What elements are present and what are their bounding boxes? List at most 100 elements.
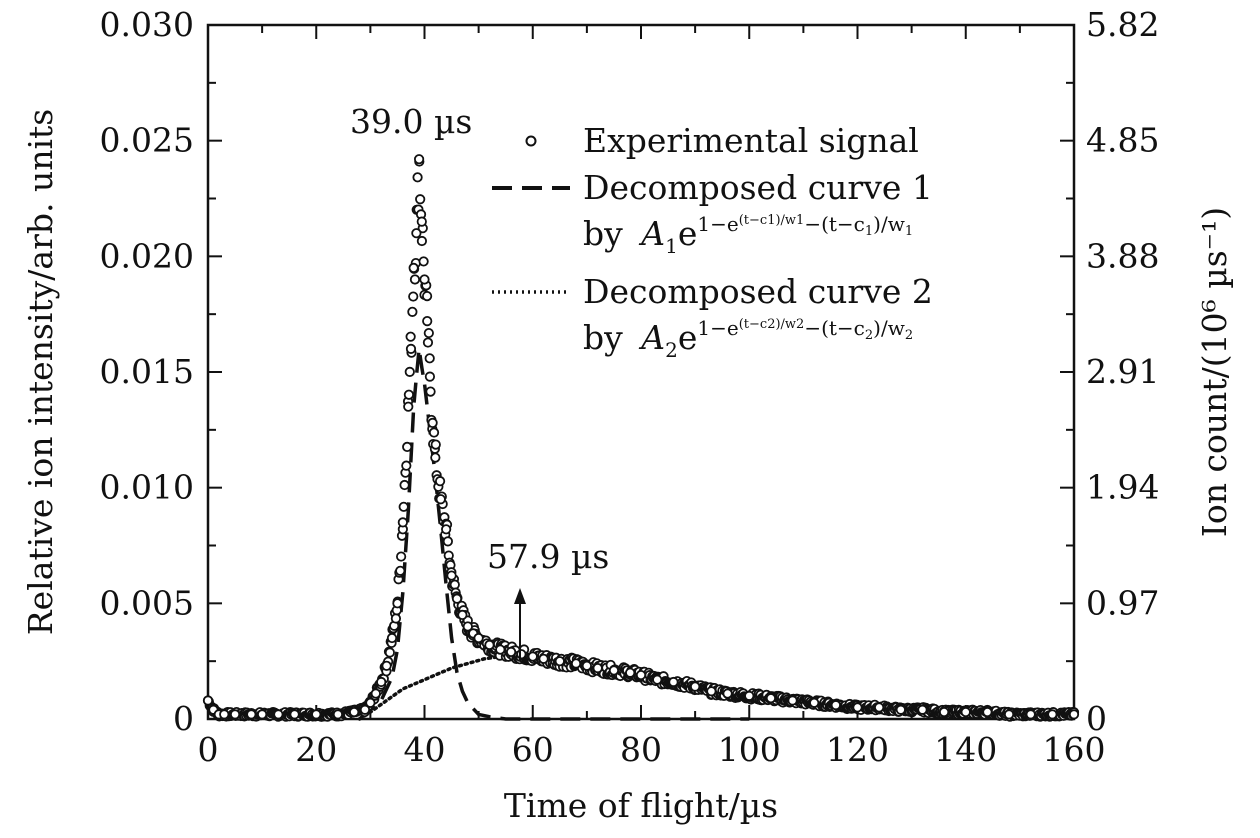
data-point [401,460,412,471]
series-decomposed-curve-2 [357,654,1076,721]
data-point [434,476,446,487]
data-point [421,290,433,302]
data-point [412,172,423,183]
data-point [1003,709,1015,720]
data-point [554,656,565,667]
data-point [960,706,971,718]
data-point [404,366,415,377]
data-point [441,524,452,535]
data-point [246,709,257,720]
legend-formula-curve-2: by A2e1−e(t−c2)/w2−(t−c2)/w2 [583,316,913,362]
data-point [516,649,527,660]
data-point [359,704,371,715]
x-tick-label: 20 [295,730,337,769]
y-tick-label-left: 0 [173,699,194,738]
y-axis-title-left: Relative ion intensity/arb. units [21,109,60,635]
data-point [411,228,422,239]
y-tick-label-left: 0.020 [100,236,194,275]
legend-marker-experimental [525,135,537,147]
data-point [527,651,538,662]
data-point [427,417,438,428]
data-point [408,291,419,302]
data-point [403,401,414,412]
data-point [1047,709,1058,720]
annotation-peak-1: 39.0 µs [350,102,472,141]
data-point [403,389,415,400]
decomposed-curve-1-line [358,348,750,721]
data-point [405,331,416,342]
data-point [435,494,446,505]
data-point [398,501,409,512]
data-point [473,632,484,644]
data-point [830,700,841,711]
data-point [407,306,418,317]
data-point [982,706,993,718]
x-tick-label: 120 [826,730,889,769]
data-point [446,570,457,581]
data-point [416,216,427,227]
data-point [395,565,406,576]
data-point [405,343,417,354]
data-point [652,674,663,685]
data-point [462,621,473,632]
data-point [332,709,343,720]
data-point [396,551,407,562]
data-point [608,665,620,676]
data-point [219,709,230,720]
data-point [397,517,408,528]
data-point [415,194,426,205]
y-tick-label-left: 0.030 [100,5,194,44]
data-point [570,658,582,669]
data-point [399,479,410,491]
x-tick-label: 140 [934,730,997,769]
data-point [592,663,603,674]
data-point [408,262,419,273]
y-tick-label-right: 3.88 [1086,236,1159,275]
data-point [852,702,863,713]
data-point [424,353,435,364]
data-point [451,593,463,604]
data-point [442,536,453,547]
data-point [384,647,395,658]
annotation-arrow-head [514,588,526,604]
x-tick-label: 80 [620,730,662,769]
data-point [809,697,820,708]
data-point [422,316,433,327]
legend-formula-curve-2-by: by [583,318,623,357]
data-point [690,681,701,692]
data-point [409,274,421,285]
y-tick-label-right: 2.91 [1086,352,1159,391]
legend-label-curve-2: Decomposed curve 2 [583,272,933,311]
y-tick-label-left: 0.025 [100,121,194,160]
decomposed-curve-2-line [357,654,1076,721]
y-tick-label-right: 0 [1086,699,1107,738]
data-point [706,686,717,697]
data-point [390,613,402,624]
x-tick-label: 40 [404,730,446,769]
data-point [457,609,468,621]
y-tick-label-right: 5.82 [1086,5,1159,44]
y-tick-label-right: 1.94 [1086,468,1159,507]
x-tick-label: 100 [718,730,781,769]
data-point [202,695,214,706]
data-point [229,709,241,720]
legend-label-experimental: Experimental signal [583,121,919,160]
data-point [419,274,430,285]
data-point [430,452,441,463]
series-experimental-signal [202,154,1080,722]
data-point [1025,709,1036,720]
legend-label-curve-1: Decomposed curve 1 [583,168,933,207]
data-point [917,704,928,715]
data-point [413,154,425,165]
x-tick-label: 0 [198,730,219,769]
y-axis-title-right: Ion count/(10⁶ µs⁻¹) [1195,207,1234,537]
data-point [722,688,733,699]
legend-formula-curve-1-by: by [583,214,623,253]
data-point [370,688,381,699]
data-point [874,702,885,713]
data-point [484,639,495,651]
data-point [765,693,777,704]
data-point [505,646,517,658]
